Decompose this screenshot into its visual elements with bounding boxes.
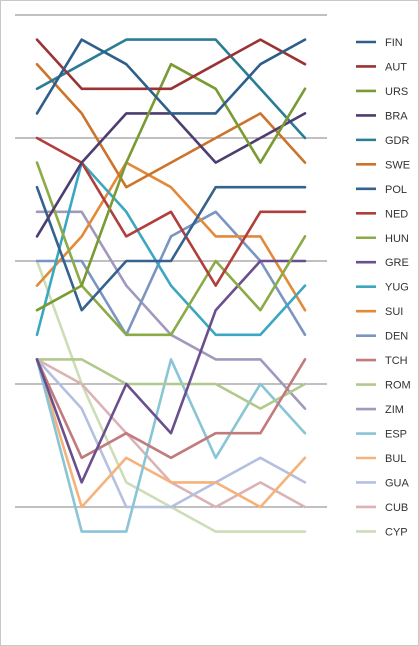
series-line-gua	[35, 358, 307, 509]
legend-item-gua: GUA	[356, 477, 410, 489]
series-lines	[35, 38, 307, 533]
legend-label: SWE	[385, 159, 410, 171]
legend-item-pol: POL	[356, 184, 407, 196]
legend-label: FIN	[385, 37, 403, 49]
legend-label: TCH	[385, 355, 408, 367]
series-line-fin	[35, 38, 307, 115]
legend-item-den: DEN	[356, 331, 408, 343]
legend-label: BRA	[385, 110, 408, 122]
legend-item-swe: SWE	[356, 159, 410, 171]
legend-label: ROM	[385, 380, 411, 392]
legend-label: POL	[385, 184, 407, 196]
legend-item-rom: ROM	[356, 380, 411, 392]
legend-label: HUN	[385, 233, 409, 245]
legend-label: ZIM	[385, 404, 404, 416]
legend-label: SUI	[385, 306, 403, 318]
legend-item-cyp: CYP	[356, 526, 408, 538]
legend-label: DEN	[385, 331, 408, 343]
legend-label: GDR	[385, 135, 410, 147]
legend-label: CYP	[385, 526, 408, 538]
legend-label: BUL	[385, 453, 406, 465]
legend-label: GUA	[385, 477, 410, 489]
legend-item-gre: GRE	[356, 257, 409, 269]
legend-item-urs: URS	[356, 86, 408, 98]
legend-item-zim: ZIM	[356, 404, 404, 416]
series-line-bul	[35, 358, 307, 509]
series-line-esp	[35, 358, 307, 533]
legend-item-bul: BUL	[356, 453, 406, 465]
series-line-sui	[35, 161, 307, 312]
legend: FIN AUT URS BRA GDR SWE POL NED HUN GRE YUG SUI DEN T…	[356, 37, 411, 538]
legend-item-cub: CUB	[356, 502, 408, 514]
legend-item-fin: FIN	[356, 37, 403, 49]
series-line-rom	[35, 358, 307, 410]
series-line-urs	[35, 62, 307, 312]
legend-label: NED	[385, 208, 408, 220]
series-line-pol	[35, 185, 307, 312]
legend-item-sui: SUI	[356, 306, 403, 318]
legend-item-gdr: GDR	[356, 135, 410, 147]
legend-label: GRE	[385, 257, 409, 269]
series-line-swe	[35, 62, 307, 189]
legend-item-tch: TCH	[356, 355, 408, 367]
legend-item-hun: HUN	[356, 233, 409, 245]
legend-item-ned: NED	[356, 208, 408, 220]
legend-label: CUB	[385, 502, 408, 514]
series-line-aut	[35, 38, 307, 91]
series-line-tch	[35, 358, 307, 460]
series-line-gdr	[35, 38, 307, 140]
series-line-gre	[35, 259, 307, 484]
legend-label: ESP	[385, 429, 407, 441]
legend-item-aut: AUT	[356, 61, 407, 73]
legend-label: URS	[385, 86, 408, 98]
legend-item-esp: ESP	[356, 429, 407, 441]
legend-label: YUG	[385, 282, 409, 294]
legend-item-yug: YUG	[356, 282, 409, 294]
legend-label: AUT	[385, 61, 407, 73]
legend-item-bra: BRA	[356, 110, 408, 122]
